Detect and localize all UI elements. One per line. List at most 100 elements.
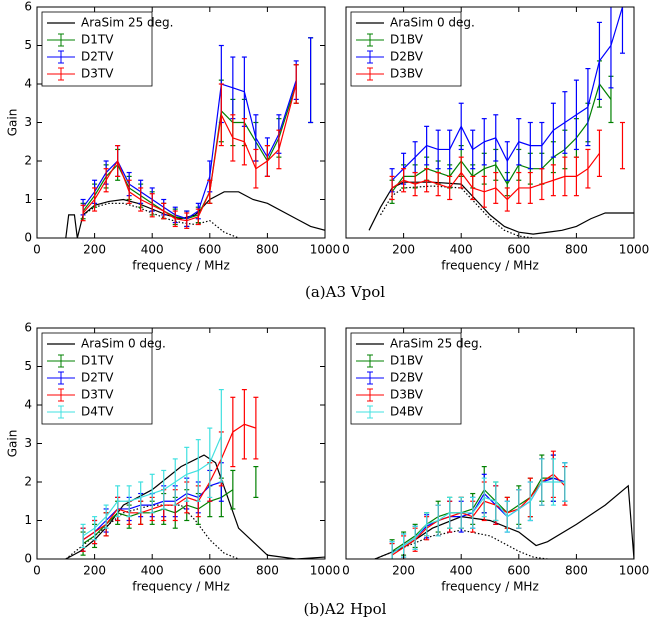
error-bar — [218, 83, 224, 147]
x-axis-label: frequency / MHz — [441, 259, 539, 273]
legend-label: D2TV — [81, 50, 114, 64]
series-line — [374, 484, 634, 559]
x-tick-label: 0 — [342, 564, 350, 578]
error-bar — [424, 125, 430, 166]
axes-frame — [345, 6, 635, 239]
x-tick-label: 400 — [141, 243, 164, 257]
error-bar — [412, 171, 418, 197]
error-bar — [458, 102, 464, 151]
y-tick-label: 3 — [24, 115, 32, 129]
error-bar — [435, 129, 441, 170]
legend-label: D1TV — [81, 354, 114, 368]
error-bar — [149, 193, 155, 218]
axes-frame — [345, 327, 635, 560]
error-bar — [401, 168, 407, 193]
y-tick-label: 6 — [24, 321, 32, 335]
x-tick-label: 600 — [198, 564, 221, 578]
error-bar — [596, 129, 602, 177]
error-bar — [481, 118, 487, 166]
legend-label: D4BV — [390, 405, 424, 419]
error-bar — [424, 168, 430, 193]
x-tick-label: 1000 — [310, 243, 341, 257]
error-bar — [401, 533, 407, 558]
error-bar — [447, 496, 453, 529]
error-bar — [218, 389, 224, 483]
error-bar — [195, 439, 201, 502]
error-bar — [230, 396, 236, 468]
x-tick-label: 1000 — [619, 564, 650, 578]
error-bar — [161, 202, 167, 220]
error-bar — [184, 446, 190, 502]
legend-label: D3TV — [81, 388, 114, 402]
axes-frame — [36, 6, 326, 239]
error-bar — [149, 473, 155, 514]
y-tick-label: 0 — [24, 231, 32, 245]
legend-label: D2BV — [390, 50, 424, 64]
error-bar — [470, 496, 476, 529]
error-bar — [562, 156, 568, 197]
y-tick-label: 5 — [24, 38, 32, 52]
error-bar — [550, 458, 556, 506]
error-bar — [293, 64, 299, 104]
series-line — [82, 423, 257, 541]
error-bar — [103, 504, 109, 529]
panel: 0 200 400 600 800 1000 0 1 2 3 4 5 6 frequency / MHz G… — [6, 321, 341, 594]
error-bar — [493, 481, 499, 522]
series-line — [374, 529, 548, 559]
error-bar — [562, 462, 568, 502]
error-bar — [516, 171, 522, 204]
plot-area — [65, 37, 325, 238]
legend-label: D3BV — [390, 388, 424, 402]
x-tick-label: 400 — [141, 564, 164, 578]
x-tick-label: 1000 — [619, 243, 650, 257]
x-tick-label: 1000 — [310, 564, 341, 578]
error-bar — [527, 121, 533, 170]
error-bar — [435, 171, 441, 197]
error-bar — [470, 129, 476, 170]
x-tick-label: 800 — [256, 243, 279, 257]
error-bar — [276, 129, 282, 170]
x-tick-label: 800 — [565, 564, 588, 578]
x-tick-label: 400 — [450, 243, 473, 257]
error-bar — [207, 179, 213, 204]
x-axis-label: frequency / MHz — [441, 580, 539, 594]
x-tick-label: 600 — [198, 243, 221, 257]
axes-frame — [36, 327, 326, 560]
error-bar — [447, 129, 453, 170]
error-bar — [92, 516, 98, 541]
error-bar — [253, 466, 259, 498]
x-tick-label: 600 — [507, 564, 530, 578]
error-bar — [92, 187, 98, 212]
panel: 0 200 400 600 800 1000 frequency / MHz AraSim 0… — [342, 6, 650, 273]
series-line — [65, 191, 325, 238]
error-bar — [527, 481, 533, 522]
x-tick-label: 200 — [392, 564, 415, 578]
caption: (a)A3 Vpol — [305, 283, 385, 301]
error-bar — [516, 489, 522, 529]
x-tick-label: 0 — [33, 243, 41, 257]
error-bar — [539, 458, 545, 506]
y-tick-label: 3 — [24, 436, 32, 450]
error-bar — [516, 118, 522, 166]
x-tick-label: 200 — [83, 243, 106, 257]
error-bar — [138, 187, 144, 212]
legend-label: AraSim 0 deg. — [390, 16, 475, 30]
x-axis-label: frequency / MHz — [132, 580, 230, 594]
legend-label: D2BV — [390, 371, 424, 385]
x-tick-label: 200 — [83, 564, 106, 578]
error-bar — [585, 148, 591, 189]
error-bar — [504, 141, 510, 181]
legend-label: D3TV — [81, 67, 114, 81]
series-line — [391, 481, 565, 554]
x-tick-label: 800 — [565, 243, 588, 257]
plot-area — [65, 389, 325, 559]
plot-area — [368, 7, 634, 238]
error-bar — [103, 168, 109, 193]
error-bar — [619, 121, 625, 170]
y-tick-label: 2 — [24, 154, 32, 168]
error-bar — [172, 458, 178, 506]
series-line — [391, 82, 612, 193]
error-bar — [241, 389, 247, 460]
legend-label: D1BV — [390, 354, 424, 368]
error-bar — [412, 141, 418, 174]
